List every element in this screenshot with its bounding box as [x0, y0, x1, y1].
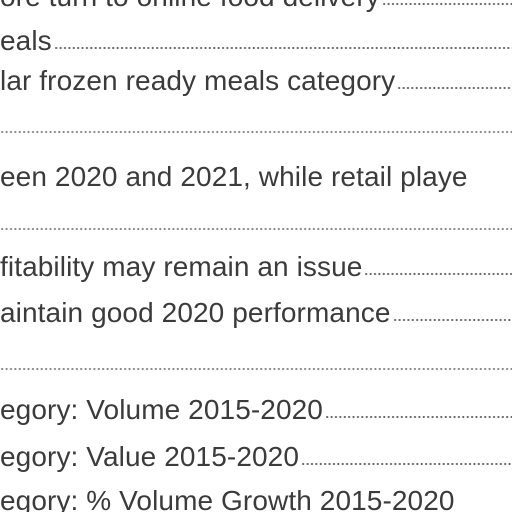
toc-entry-text: eals [0, 25, 52, 56]
dot-leader [381, 2, 512, 6]
toc-entry-2020-2021-retail[interactable]: een 2020 and 2021, while retail playe [0, 160, 512, 194]
toc-entry-2020-performance[interactable]: aintain good 2020 performance [0, 296, 512, 330]
toc-entry-meals[interactable]: eals [0, 24, 512, 58]
toc-entry-text: egory: % Volume Growth 2015-2020 [0, 485, 455, 512]
toc-entry-text: lar frozen ready meals category [0, 65, 396, 96]
toc-entry-text: aintain good 2020 performance [0, 297, 391, 328]
toc-entry-text: ore turn to online food delivery [0, 0, 380, 14]
toc-entry-value-2015-2020[interactable]: egory: Value 2015-2020 [0, 440, 512, 474]
toc-entry-frozen-ready-meals[interactable]: lar frozen ready meals category [0, 64, 512, 98]
toc-entry-text: een 2020 and 2021, while retail playe [0, 161, 468, 192]
dot-leader [397, 86, 512, 90]
dotted-separator [0, 130, 512, 134]
toc-entry-volume-growth-2015-2020[interactable]: egory: % Volume Growth 2015-2020 [0, 484, 512, 512]
toc-entry-volume-2015-2020[interactable]: egory: Volume 2015-2020 [0, 393, 512, 427]
toc-entry-text: fitability may remain an issue [0, 251, 363, 282]
dot-leader [364, 272, 512, 276]
dot-leader [324, 415, 512, 419]
toc-entry-text: egory: Value 2015-2020 [0, 441, 300, 472]
dot-leader [53, 46, 512, 50]
toc-entry-online-food-delivery[interactable]: ore turn to online food delivery [0, 0, 512, 14]
dot-leader [301, 462, 512, 466]
dotted-separator [0, 367, 512, 371]
dot-leader [392, 318, 512, 322]
toc-entry-profitability[interactable]: fitability may remain an issue [0, 250, 512, 284]
dotted-separator [0, 227, 512, 231]
toc-entry-text: egory: Volume 2015-2020 [0, 394, 323, 425]
